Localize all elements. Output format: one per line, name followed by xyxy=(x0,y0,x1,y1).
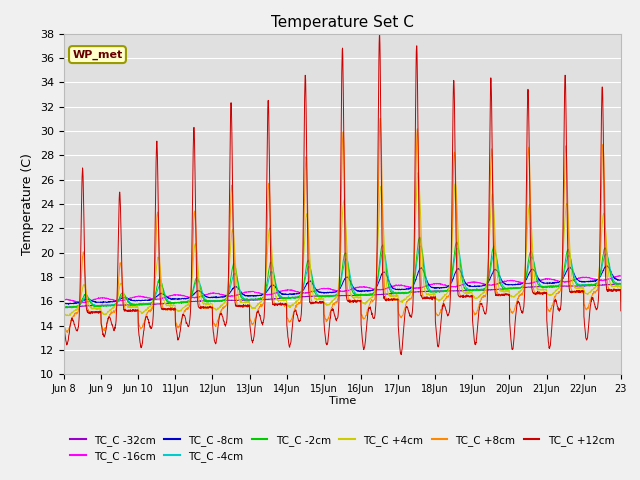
TC_C -16cm xyxy=(617,273,625,279)
Line: TC_C -32cm: TC_C -32cm xyxy=(64,284,621,308)
X-axis label: Time: Time xyxy=(329,396,356,406)
TC_C -4cm xyxy=(60,305,68,311)
TC_C -8cm xyxy=(60,301,68,307)
TC_C -16cm xyxy=(504,278,512,284)
TC_C +8cm xyxy=(371,296,379,301)
TC_C -32cm xyxy=(616,281,623,287)
Title: Temperature Set C: Temperature Set C xyxy=(271,15,414,30)
TC_C +4cm xyxy=(414,169,422,175)
TC_C -8cm xyxy=(602,263,610,268)
TC_C -2cm xyxy=(359,292,367,298)
TC_C -2cm xyxy=(60,305,68,311)
TC_C +8cm xyxy=(584,305,591,311)
TC_C -2cm xyxy=(416,234,424,240)
TC_C -16cm xyxy=(359,284,367,289)
TC_C +12cm xyxy=(60,325,68,331)
TC_C +4cm xyxy=(584,292,591,298)
TC_C -4cm xyxy=(416,243,424,249)
TC_C +12cm xyxy=(216,315,223,321)
TC_C -2cm xyxy=(60,305,68,311)
TC_C +12cm xyxy=(397,352,405,358)
TC_C +4cm xyxy=(505,289,513,295)
TC_C -4cm xyxy=(568,262,576,268)
TC_C -16cm xyxy=(371,287,379,292)
TC_C +8cm xyxy=(64,330,72,336)
TC_C -16cm xyxy=(568,278,575,284)
Line: TC_C +8cm: TC_C +8cm xyxy=(64,119,621,333)
TC_C +8cm xyxy=(216,313,223,319)
TC_C -8cm xyxy=(216,294,223,300)
TC_C -32cm xyxy=(584,283,591,288)
TC_C -8cm xyxy=(65,301,72,307)
TC_C -2cm xyxy=(568,265,576,271)
TC_C -4cm xyxy=(359,292,367,298)
TC_C +12cm xyxy=(568,288,576,294)
TC_C -8cm xyxy=(584,278,591,284)
TC_C +4cm xyxy=(359,300,367,305)
TC_C +12cm xyxy=(371,315,378,321)
TC_C +12cm xyxy=(617,308,625,314)
TC_C +12cm xyxy=(505,292,513,298)
TC_C -16cm xyxy=(60,297,68,303)
TC_C +8cm xyxy=(60,324,68,330)
TC_C -32cm xyxy=(60,304,68,310)
TC_C +4cm xyxy=(371,287,379,292)
TC_C +8cm xyxy=(359,315,367,321)
TC_C -8cm xyxy=(359,288,367,294)
TC_C +8cm xyxy=(376,116,384,121)
Line: TC_C +4cm: TC_C +4cm xyxy=(64,172,621,316)
TC_C +12cm xyxy=(584,335,591,341)
TC_C -32cm xyxy=(61,305,69,311)
TC_C -32cm xyxy=(504,286,512,291)
TC_C -2cm xyxy=(371,289,379,295)
TC_C -4cm xyxy=(505,286,513,291)
TC_C -16cm xyxy=(79,300,86,306)
TC_C +4cm xyxy=(617,287,625,293)
Y-axis label: Temperature (C): Temperature (C) xyxy=(22,153,35,255)
Line: TC_C +12cm: TC_C +12cm xyxy=(64,35,621,355)
TC_C -2cm xyxy=(216,299,223,304)
TC_C -16cm xyxy=(615,273,623,278)
TC_C -32cm xyxy=(371,292,379,298)
Line: TC_C -2cm: TC_C -2cm xyxy=(64,237,621,308)
TC_C -4cm xyxy=(617,281,625,287)
Line: TC_C -16cm: TC_C -16cm xyxy=(64,276,621,303)
TC_C +4cm xyxy=(65,313,72,319)
TC_C -4cm xyxy=(216,298,223,303)
TC_C +12cm xyxy=(358,337,366,343)
TC_C -32cm xyxy=(568,283,575,289)
TC_C -16cm xyxy=(216,291,223,297)
TC_C -4cm xyxy=(584,283,591,288)
TC_C -8cm xyxy=(504,282,512,288)
TC_C +4cm xyxy=(60,312,68,317)
TC_C -8cm xyxy=(617,277,625,283)
Text: WP_met: WP_met xyxy=(72,49,123,60)
TC_C -32cm xyxy=(359,292,367,298)
TC_C -8cm xyxy=(568,267,575,273)
TC_C +4cm xyxy=(216,305,223,311)
TC_C +8cm xyxy=(617,298,625,304)
TC_C -4cm xyxy=(63,305,71,311)
TC_C -2cm xyxy=(584,282,591,288)
TC_C +8cm xyxy=(505,292,513,298)
TC_C -16cm xyxy=(584,275,591,281)
TC_C +12cm xyxy=(376,32,383,38)
TC_C -2cm xyxy=(505,286,513,291)
TC_C +8cm xyxy=(568,288,576,294)
TC_C -2cm xyxy=(617,281,625,287)
Line: TC_C -8cm: TC_C -8cm xyxy=(64,265,621,304)
TC_C -8cm xyxy=(371,287,379,292)
TC_C -4cm xyxy=(371,288,379,294)
TC_C -32cm xyxy=(216,298,223,303)
Legend: TC_C -32cm, TC_C -16cm, TC_C -8cm, TC_C -4cm, TC_C -2cm, TC_C +4cm, TC_C +8cm, T: TC_C -32cm, TC_C -16cm, TC_C -8cm, TC_C … xyxy=(66,431,619,466)
TC_C +4cm xyxy=(568,276,576,282)
Line: TC_C -4cm: TC_C -4cm xyxy=(64,246,621,308)
TC_C -32cm xyxy=(617,281,625,287)
